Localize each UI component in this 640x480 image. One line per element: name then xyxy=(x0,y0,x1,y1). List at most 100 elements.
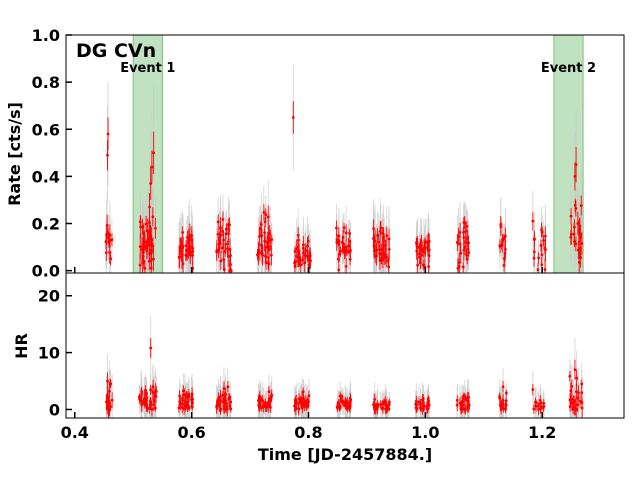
hr-data-point xyxy=(109,382,113,386)
hr-data-point xyxy=(181,398,185,402)
hr-data-point xyxy=(107,389,111,393)
hr-data-point xyxy=(531,388,535,391)
hr-data-point xyxy=(538,398,542,402)
hr-data-point xyxy=(539,407,543,411)
hr-y-axis-ticks: 0 10 20 xyxy=(38,287,72,419)
rate-data-point xyxy=(499,225,503,229)
rate-data-point xyxy=(348,232,351,235)
hr-data-point xyxy=(145,399,149,402)
rate-data-point xyxy=(260,251,264,255)
rate-data-point xyxy=(344,265,348,268)
rate-data-point xyxy=(145,247,149,251)
rate-data-point xyxy=(579,204,583,207)
rate-data-point xyxy=(537,256,541,260)
hr-data-point xyxy=(348,406,352,410)
rate-data-point xyxy=(335,226,338,230)
rate-data-point xyxy=(373,239,377,243)
hr-data-point xyxy=(414,406,418,410)
hr-panel-frame xyxy=(65,272,625,419)
hr-data-point xyxy=(568,374,572,378)
hr-data-point xyxy=(573,368,577,372)
hr-data-point xyxy=(426,402,430,406)
rate-data-point xyxy=(416,245,420,249)
rate-data-point xyxy=(540,253,544,256)
hr-data-point xyxy=(265,405,269,409)
rate-data-point xyxy=(219,259,223,263)
hr-y-tick-label: 20 xyxy=(38,287,60,306)
hr-y-tick-label: 0 xyxy=(49,400,60,419)
rate-data-point xyxy=(186,248,190,252)
rate-data-point xyxy=(149,182,153,185)
rate-data-point xyxy=(269,253,273,257)
rate-data-point xyxy=(221,229,225,233)
rate-event-bands xyxy=(132,34,584,274)
rate-data-point xyxy=(569,232,573,236)
hr-data-point xyxy=(576,403,580,407)
hr-data-point xyxy=(375,407,379,411)
rate-data-point xyxy=(259,223,263,226)
hr-data-point xyxy=(381,402,385,405)
rate-data-point xyxy=(464,241,468,244)
rate-data-point xyxy=(387,237,391,241)
rate-data-point xyxy=(306,254,309,258)
rate-data-point xyxy=(190,234,194,238)
rate-data-point xyxy=(223,249,227,253)
hr-data-point xyxy=(259,397,263,400)
rate-data-point xyxy=(580,242,584,245)
rate-data-point xyxy=(222,238,225,242)
hr-cluster-13 xyxy=(568,337,584,418)
rate-data-point xyxy=(382,239,386,242)
hr-data-point xyxy=(463,397,467,401)
hr-data-point xyxy=(229,400,233,404)
rate-data-point xyxy=(306,244,309,248)
rate-data-point xyxy=(296,234,300,237)
rate-data-point xyxy=(423,241,427,245)
hr-data-points xyxy=(104,316,584,418)
rate-data-point xyxy=(427,239,431,243)
rate-data-point xyxy=(344,248,348,252)
rate-data-point xyxy=(378,251,381,255)
rate-data-point xyxy=(532,250,536,254)
rate-data-point xyxy=(502,237,506,240)
rate-data-point xyxy=(178,245,182,248)
rate-data-point xyxy=(574,207,578,210)
hr-cluster-8 xyxy=(372,381,391,418)
rate-y-tick-label: 0.4 xyxy=(32,167,60,186)
hr-data-point xyxy=(221,400,225,404)
hr-data-point xyxy=(459,407,463,411)
rate-data-point xyxy=(263,220,267,224)
rate-data-point xyxy=(465,257,469,261)
hr-data-point xyxy=(154,395,158,398)
rate-data-point xyxy=(536,268,540,272)
rate-data-point xyxy=(270,238,274,242)
rate-data-point xyxy=(347,244,350,248)
hr-data-point xyxy=(534,400,537,404)
hr-data-point xyxy=(385,407,389,411)
hr-panel: 0 10 20 0.4 0.6 0.8 1.0 1.2 HR xyxy=(12,272,625,442)
rate-data-point xyxy=(152,151,156,155)
hr-cluster-9 xyxy=(414,381,431,418)
rate-data-point xyxy=(532,238,536,242)
rate-data-point xyxy=(385,234,389,238)
rate-data-point xyxy=(191,249,195,253)
rate-data-point xyxy=(293,264,297,268)
hr-data-point xyxy=(570,384,574,388)
hr-data-point xyxy=(420,407,424,411)
rate-data-point xyxy=(150,165,154,169)
rate-data-point xyxy=(569,214,573,218)
rate-data-point xyxy=(540,230,544,234)
hr-data-point xyxy=(177,406,181,410)
hr-data-point xyxy=(580,406,584,410)
hr-data-point xyxy=(146,406,149,410)
hr-data-point xyxy=(373,397,377,401)
hr-data-point xyxy=(504,391,508,395)
rate-data-point xyxy=(459,251,463,255)
rate-data-point xyxy=(455,241,459,244)
hr-data-point xyxy=(417,400,421,404)
rate-y-tick-label: 0.6 xyxy=(32,120,60,139)
rate-data-point xyxy=(106,132,110,136)
rate-data-point xyxy=(337,243,341,246)
rate-data-point xyxy=(344,231,348,235)
rate-data-point xyxy=(144,222,148,226)
hr-data-point xyxy=(419,402,422,406)
